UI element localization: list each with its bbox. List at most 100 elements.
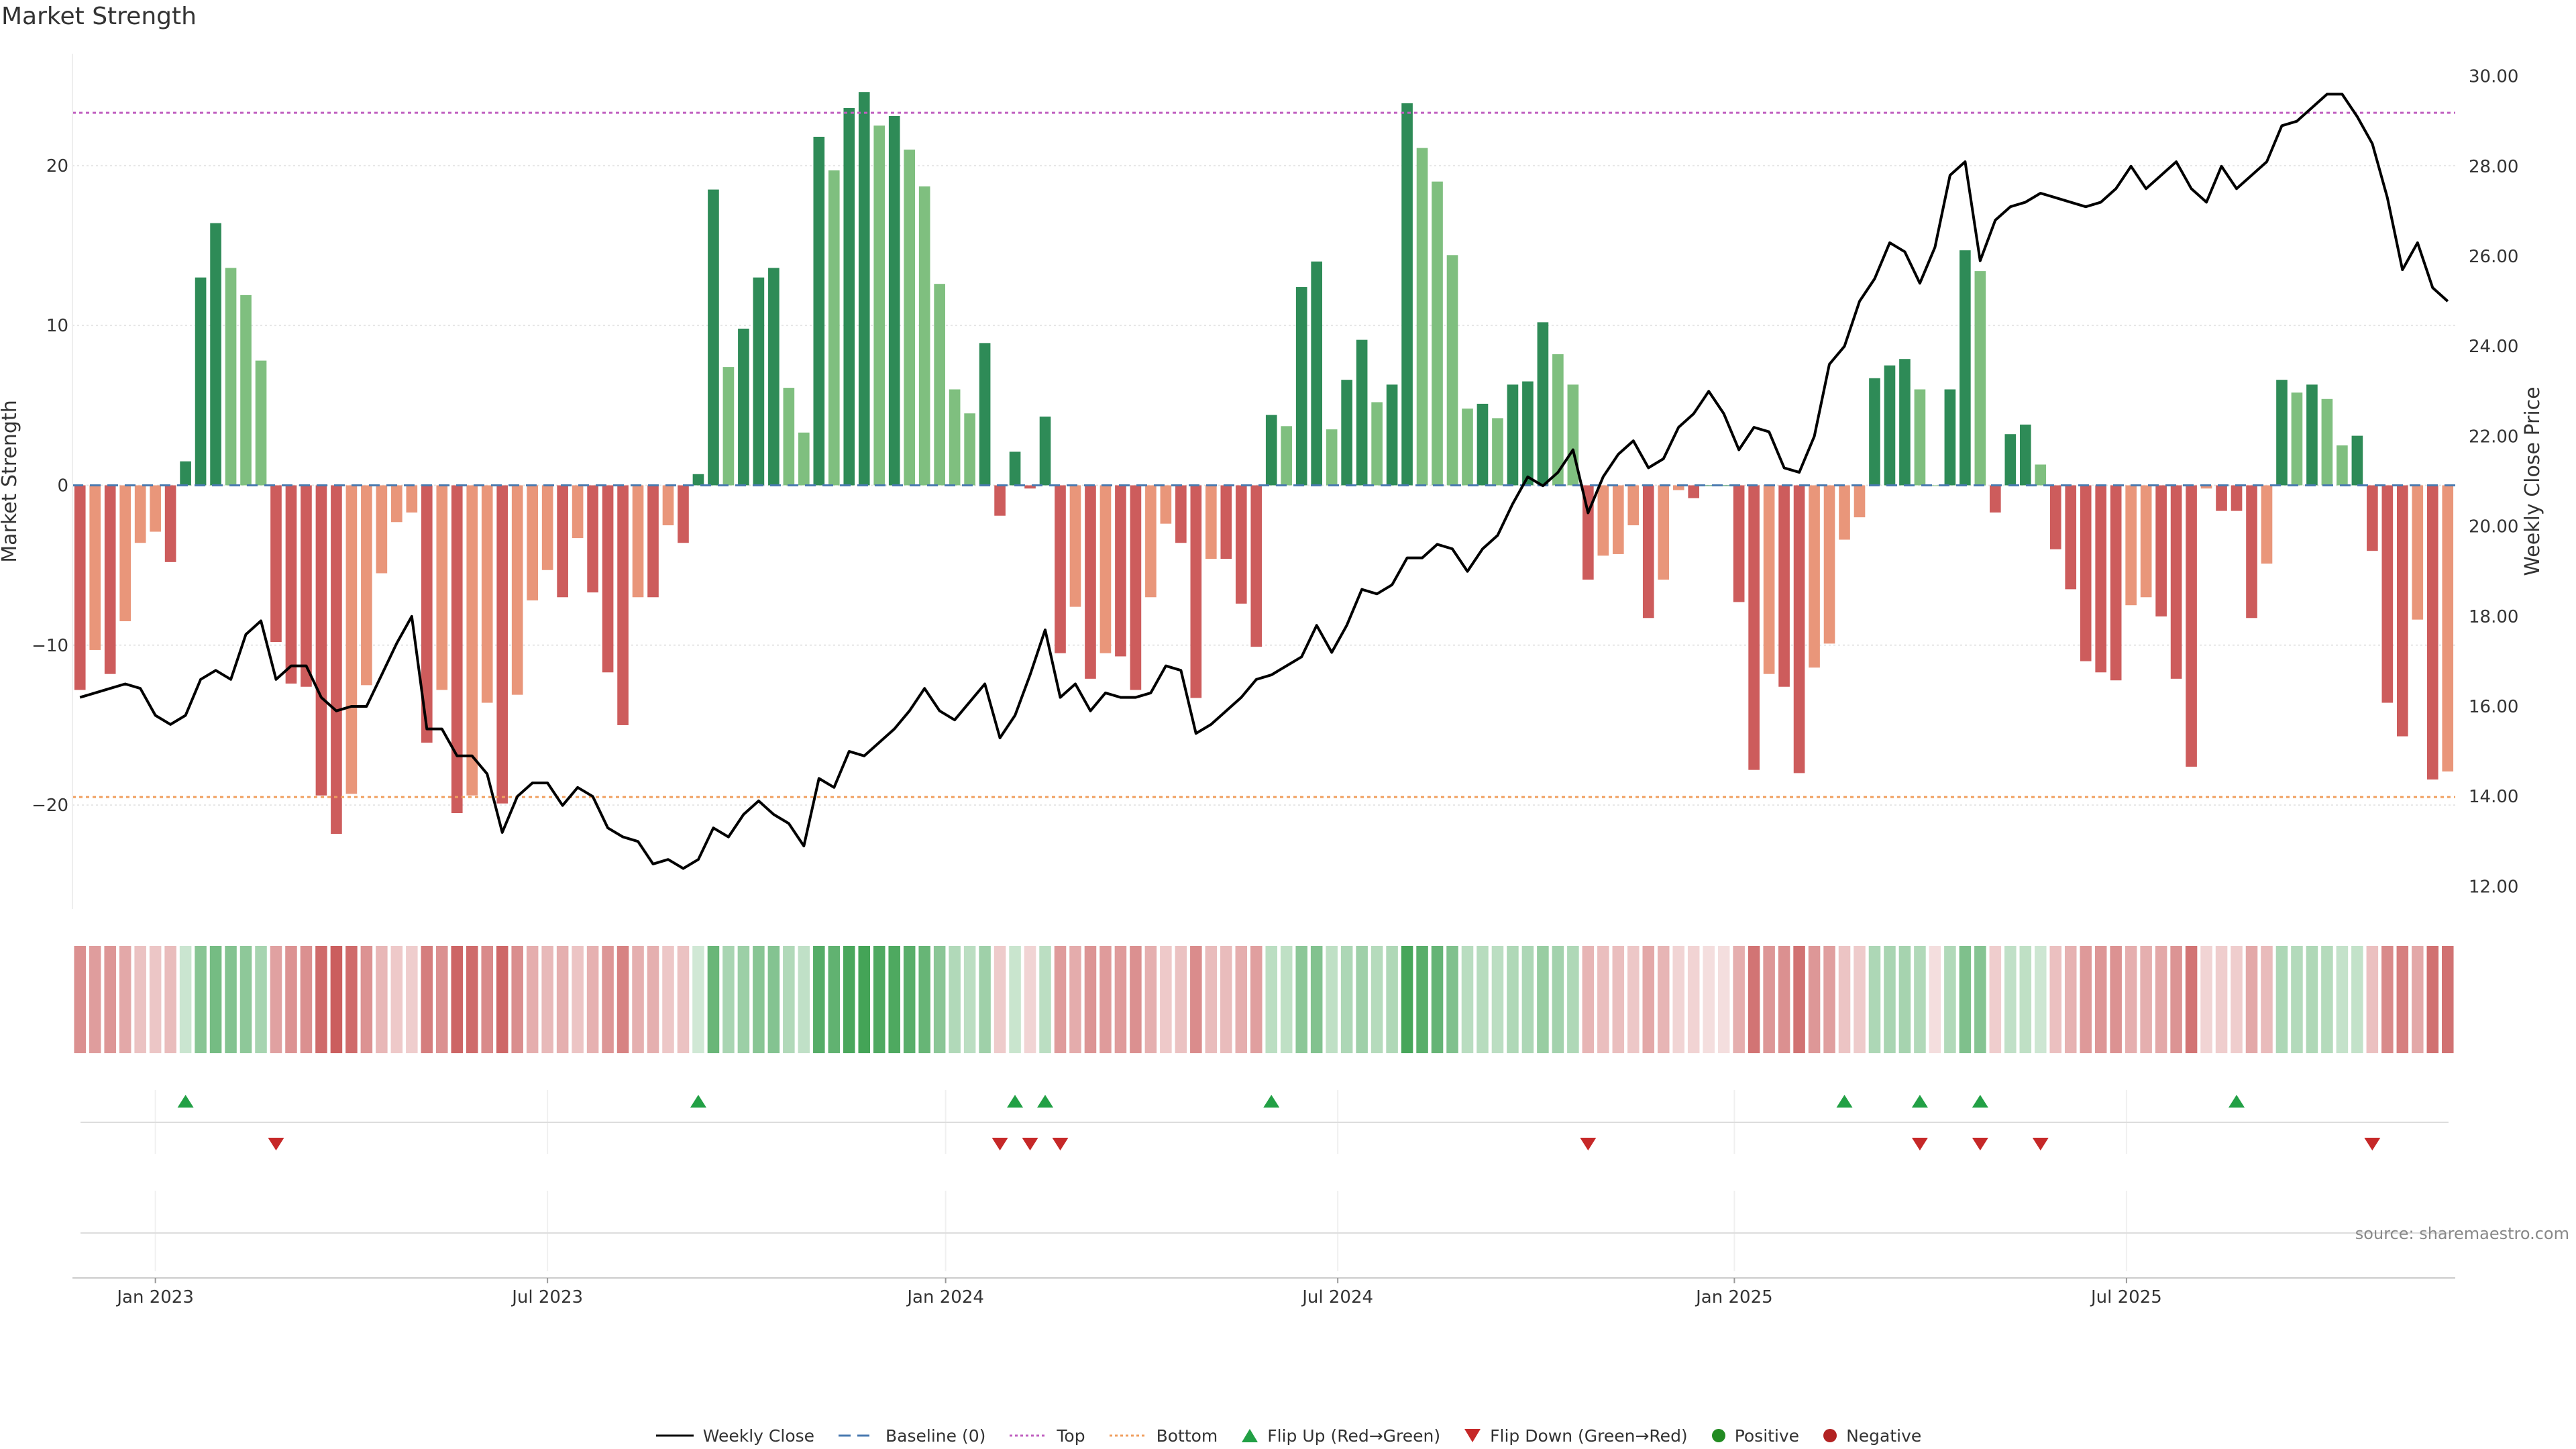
axes: 20 10 0 −10 −20 30.00 28.00 26.00 24.00 22.00 20.0… [0, 54, 2544, 1307]
heat-cell [692, 946, 704, 1053]
heat-cell [330, 946, 343, 1053]
strength-bar [119, 485, 131, 622]
heat-cell [1009, 946, 1021, 1053]
heat-cell [511, 946, 523, 1053]
heat-cell [737, 946, 750, 1053]
heat-cell [767, 946, 780, 1053]
heat-cell [1778, 946, 1790, 1053]
heat-cell [225, 946, 237, 1053]
strength-bar [1416, 148, 1428, 486]
strength-bar [1190, 485, 1202, 698]
strength-bar [2396, 485, 2408, 737]
heat-cell [376, 946, 388, 1053]
heat-cell [2170, 946, 2182, 1053]
strength-bar [1326, 429, 1338, 486]
y-tick-label-right: 14.00 [2469, 787, 2518, 807]
heat-cell [979, 946, 991, 1053]
strength-bar [1341, 380, 1352, 486]
strength-bar [1386, 384, 1398, 486]
price-line-layer [79, 93, 2449, 870]
heat-cell [1748, 946, 1760, 1053]
heat-cell [1477, 946, 1489, 1053]
strength-bar [255, 360, 267, 486]
strength-bar [632, 485, 644, 598]
strength-bar [481, 485, 493, 703]
strength-bar [89, 485, 101, 650]
heat-cell [2200, 946, 2212, 1053]
strength-bar [1250, 485, 1263, 647]
strength-bar [180, 461, 191, 486]
heat-cell [1808, 946, 1821, 1053]
dot-icon [1823, 1429, 1837, 1442]
heat-cell [1340, 946, 1353, 1053]
flip-down-marker [268, 1138, 284, 1150]
page-title: Market Strength [1, 3, 197, 30]
heat-cell [315, 946, 327, 1053]
heat-cell [2306, 946, 2318, 1053]
heat-cell [2396, 946, 2409, 1053]
heat-cell [1326, 946, 1338, 1053]
strength-bar [708, 189, 719, 486]
strength-bar [647, 485, 659, 598]
heat-cell [1431, 946, 1444, 1053]
strength-bar [1778, 485, 1790, 687]
heat-cell [1521, 946, 1534, 1053]
heat-cell [209, 946, 222, 1053]
strength-bar [1990, 485, 2001, 513]
heat-cell [1175, 946, 1187, 1053]
flip-down-marker [1580, 1138, 1597, 1150]
strength-bar [2442, 485, 2454, 772]
heat-cell [828, 946, 841, 1053]
heat-cell [2441, 946, 2454, 1053]
strength-bar [315, 485, 327, 796]
heat-cell [2125, 946, 2137, 1053]
strength-bar [1809, 485, 1820, 668]
legend-item-negative: Negative [1822, 1426, 1921, 1446]
heat-cell [843, 946, 855, 1053]
heat-cell [1250, 946, 1263, 1053]
strength-bar [1085, 485, 1096, 679]
heat-cell [541, 946, 553, 1053]
strength-bar [2049, 485, 2061, 549]
strength-bar [828, 170, 840, 486]
strength-bar [1401, 103, 1413, 486]
heat-cell [2381, 946, 2394, 1053]
strength-bar [406, 485, 418, 513]
strength-bar [918, 186, 930, 486]
y-tick-label-left: −20 [32, 796, 68, 816]
legend-item-weekly-close: Weekly Close [655, 1426, 814, 1446]
strength-bar [934, 284, 945, 486]
strength-bar [1265, 415, 1277, 486]
strength-bar [1854, 485, 1866, 518]
strength-bar [2216, 485, 2227, 511]
heat-cell [195, 946, 207, 1053]
strength-bar [798, 432, 810, 486]
heat-cell [586, 946, 599, 1053]
strength-bar [1024, 485, 1036, 489]
strength-bar [1974, 271, 1986, 486]
strength-bar [2337, 445, 2348, 486]
heat-cell [2412, 946, 2424, 1053]
heat-cell [1703, 946, 1715, 1053]
heat-cell [1190, 946, 1202, 1053]
legend-label: Positive [1734, 1426, 1800, 1446]
flip-up-marker [690, 1095, 706, 1108]
heat-cell [1868, 946, 1881, 1053]
strength-bar [1537, 322, 1549, 486]
strength-bar [1099, 485, 1112, 653]
heat-cell [2245, 946, 2258, 1053]
strength-bar [813, 136, 825, 486]
strength-bar [1281, 426, 1293, 486]
heat-cell [1084, 946, 1097, 1053]
heat-cell [451, 946, 464, 1053]
heat-cell [1898, 946, 1911, 1053]
heat-cell [1461, 946, 1474, 1053]
heat-cell [2321, 946, 2333, 1053]
strength-bar [421, 485, 433, 743]
heat-cell [2261, 946, 2273, 1053]
y-tick-label-right: 18.00 [2469, 607, 2518, 627]
heat-cell [255, 946, 267, 1053]
legend-item-top: Top [1008, 1426, 1085, 1446]
heat-cell [933, 946, 946, 1053]
heat-cell [2155, 946, 2167, 1053]
